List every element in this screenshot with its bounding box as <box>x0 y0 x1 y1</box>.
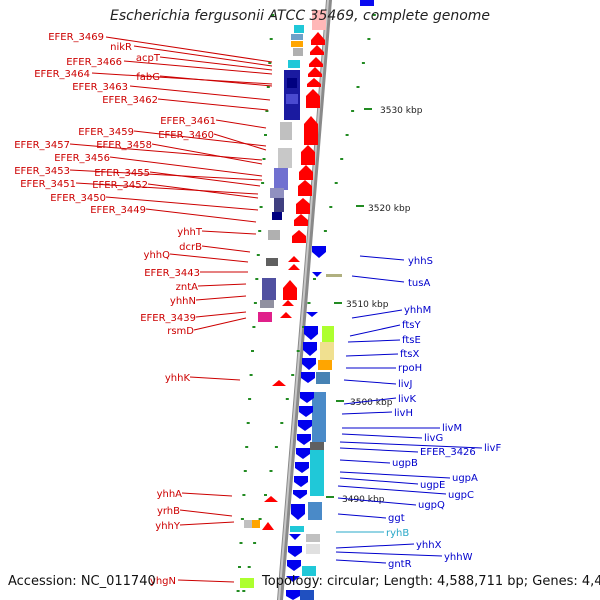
tick-label: 3500 kbp <box>350 398 393 408</box>
gene-label: EFER_3457 <box>14 140 70 151</box>
gene-label: zntA <box>176 282 199 293</box>
gene-label: ftsY <box>402 320 421 331</box>
footer: Accession: NC_011740 Topology: circular;… <box>8 574 600 589</box>
gene-label: livM <box>442 423 462 434</box>
gene-label: ugpE <box>420 480 445 491</box>
gene-label: acpT <box>136 53 161 64</box>
topology-text: Topology: circular; Length: 4,588,711 bp… <box>262 574 600 589</box>
gene-label: EFER_3466 <box>66 57 122 68</box>
gene-label: EFER_3458 <box>96 140 152 151</box>
tick-marks <box>326 108 372 498</box>
gene-label: nikR <box>110 42 132 53</box>
cog-track-left <box>240 25 304 588</box>
cog-track-right <box>300 326 334 600</box>
gene-label: yrhB <box>157 506 180 517</box>
gene-label: yhhW <box>444 552 473 563</box>
gene-label: yhhX <box>416 540 442 551</box>
gene-label: yhhK <box>165 373 191 384</box>
gene-label: EFER_3460 <box>158 130 214 141</box>
gene-label: gntR <box>388 559 412 570</box>
gene-label: EFER_3443 <box>144 268 200 279</box>
gene-label: livG <box>424 433 443 444</box>
gene-label: yhhQ <box>144 250 171 261</box>
accession-text: Accession: NC_011740 <box>8 574 156 589</box>
gene-label: EFER_3426 <box>420 447 476 458</box>
map-title: Escherichia fergusonii ATCC 35469, compl… <box>109 8 491 24</box>
gene-label: EFER_3450 <box>50 193 106 204</box>
gene-label: EFER_3452 <box>92 180 148 191</box>
gene-label: EFER_3461 <box>160 116 216 127</box>
gene-label: yhhA <box>157 489 183 500</box>
right-callout-lines <box>335 255 483 564</box>
gene-label: yhgN <box>150 576 176 587</box>
gene-label: yhhT <box>177 227 203 238</box>
tick-label: 3530 kbp <box>380 106 423 116</box>
gene-label: livH <box>394 408 413 419</box>
gene-label: rsmD <box>167 326 194 337</box>
gene-label: ugpQ <box>418 500 445 511</box>
gene-label: rpoH <box>398 363 422 374</box>
gene-label: fabG <box>136 72 160 83</box>
gene-label: EFER_3462 <box>102 95 158 106</box>
tick-label: 3520 kbp <box>368 204 411 214</box>
reverse-genes <box>286 0 374 600</box>
gene-label: EFER_3459 <box>78 127 134 138</box>
gene-label: ggt <box>388 513 405 524</box>
gene-label: yhhS <box>408 256 433 267</box>
gene-label: ryhB <box>386 528 409 539</box>
gene-label: EFER_3464 <box>34 69 90 80</box>
gene-label: EFER_3453 <box>14 166 70 177</box>
gene-label: yhhY <box>155 521 181 532</box>
gene-label: livK <box>398 394 416 405</box>
gene-label: EFER_3456 <box>54 153 110 164</box>
gene-label: ftsX <box>400 349 419 360</box>
forward-genes <box>262 10 326 530</box>
gene-label: livJ <box>398 379 412 390</box>
gene-label: dcrB <box>179 242 202 253</box>
gene-label: EFER_3463 <box>72 82 128 93</box>
gene-label: EFER_3455 <box>94 168 150 179</box>
dotted-track <box>236 14 376 592</box>
gene-label: tusA <box>408 278 430 289</box>
gene-label: ugpA <box>452 473 478 484</box>
gene-label: ugpC <box>448 490 474 501</box>
gene-label: EFER_3449 <box>90 205 146 216</box>
gene-label: EFER_3469 <box>48 32 104 43</box>
left-callout-lines <box>69 36 273 583</box>
gene-label: EFER_3439 <box>140 313 196 324</box>
gene-label: livF <box>484 443 501 454</box>
gene-label: ugpB <box>392 458 418 469</box>
gene-label: yhhN <box>170 296 196 307</box>
gene-label: EFER_3451 <box>20 179 76 190</box>
gene-label: ftsE <box>402 335 421 346</box>
gene-label: yhhM <box>404 305 431 316</box>
tick-label: 3510 kbp <box>346 300 389 310</box>
